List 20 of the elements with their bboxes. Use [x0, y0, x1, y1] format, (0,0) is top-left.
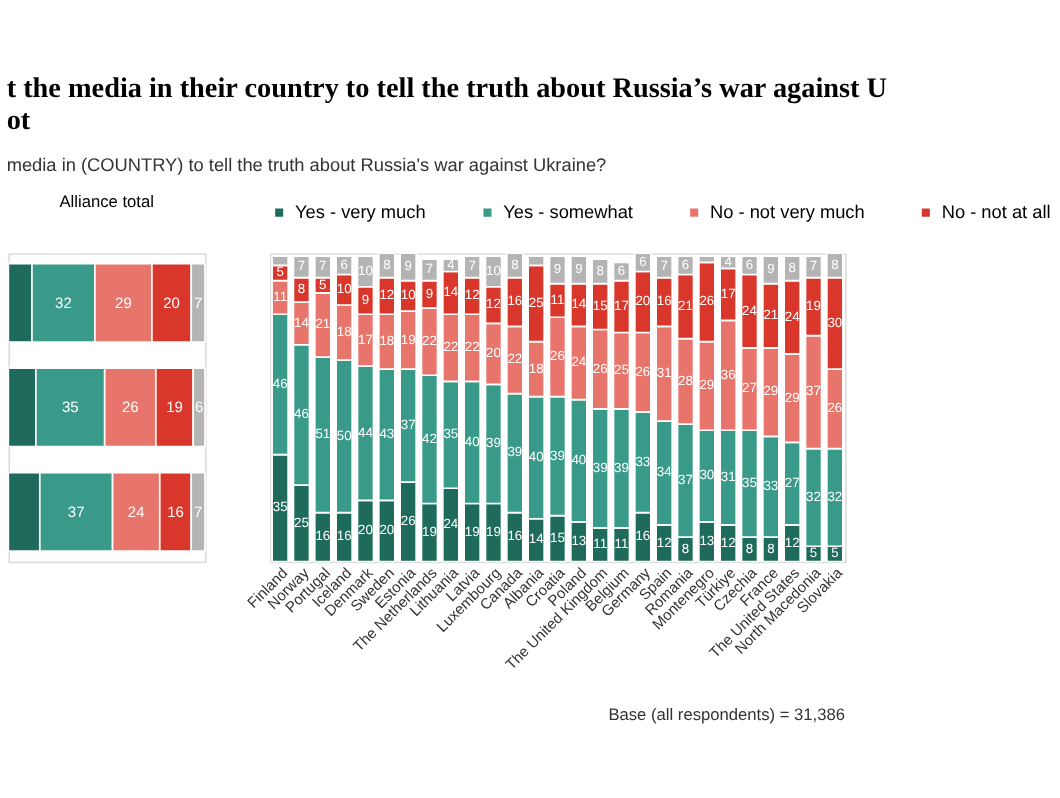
data-label: 29: [115, 293, 132, 312]
chart-title: t the media in their country to tell the truth about Russia’s war against U ot: [6, 73, 887, 137]
data-label: 32: [55, 293, 72, 312]
legend-label: No - not very much: [710, 201, 865, 222]
legend-label: Yes - very much: [295, 201, 426, 222]
data-label: 35: [61, 398, 79, 417]
legend-label: No - not at all: [941, 201, 1051, 222]
data-label: 6: [194, 398, 204, 417]
chart-subtitle: media in (COUNTRY) to tell the truth about Russia's war against Ukraine?: [6, 154, 607, 175]
text: Base (all respondents) = 31,386: [608, 703, 846, 724]
chart-title: Alliance total: [59, 190, 155, 211]
data-label: 37: [67, 502, 85, 521]
data-label: 16: [167, 502, 184, 521]
data-label: 7: [193, 293, 203, 312]
data-label: 26: [121, 398, 139, 417]
data-label: 19: [166, 398, 183, 417]
data-label: 7: [193, 502, 203, 521]
legend-label: Yes - somewhat: [503, 201, 634, 222]
data-label: 20: [163, 293, 180, 312]
data-label: 24: [127, 502, 145, 521]
